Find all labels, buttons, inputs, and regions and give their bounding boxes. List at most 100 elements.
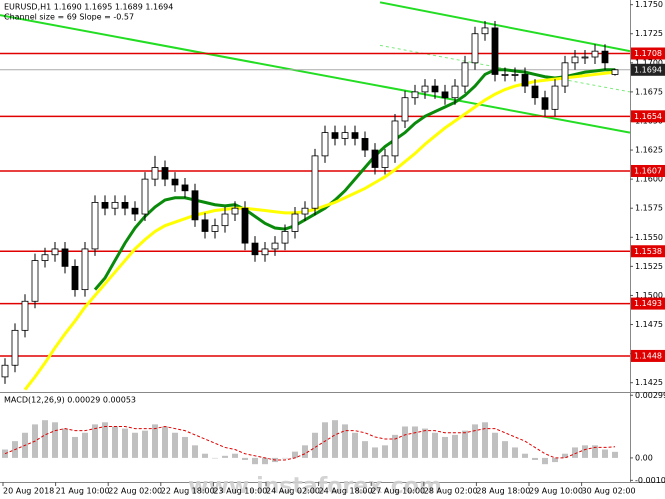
candle-body xyxy=(361,138,369,151)
candle-body xyxy=(51,248,59,256)
candle-body xyxy=(191,190,199,221)
macd-bar xyxy=(522,453,528,458)
macd-y-tick-label: 0.00 xyxy=(635,453,653,462)
macd-bar xyxy=(582,445,588,458)
macd-bar xyxy=(302,445,308,458)
y-tick-label: 1.1725 xyxy=(635,29,663,38)
macd-bar xyxy=(492,432,498,458)
x-tick-label: 22 Aug 02:00 xyxy=(108,487,162,496)
macd-bar xyxy=(332,420,338,458)
macd-bar xyxy=(532,457,538,460)
candle-body xyxy=(281,231,289,244)
level-label-box xyxy=(631,245,665,258)
macd-bar xyxy=(222,455,228,458)
macd-bar xyxy=(482,422,488,458)
moving-average xyxy=(93,68,615,291)
candle-body xyxy=(321,132,329,157)
level-label: 1.1538 xyxy=(634,247,662,256)
channel-line xyxy=(0,14,630,134)
candle-body xyxy=(261,248,269,256)
macd-y-tick-label: 0.00299 xyxy=(635,391,665,400)
candle-body xyxy=(431,85,439,93)
macd-bar xyxy=(552,457,558,463)
x-tick-label: 28 Aug 02:00 xyxy=(424,487,478,496)
level-label-box xyxy=(631,110,665,123)
candle-body xyxy=(441,91,449,99)
level-label: 1.1448 xyxy=(634,351,662,360)
y-tick-label: 1.1525 xyxy=(635,262,663,271)
candle-body xyxy=(481,27,489,35)
macd-bar xyxy=(322,422,328,458)
macd-signal xyxy=(4,425,616,461)
candle-body xyxy=(601,50,609,64)
candle-body xyxy=(341,132,349,139)
candle-body xyxy=(121,201,129,209)
candle-body xyxy=(491,27,499,75)
candle-body xyxy=(161,167,169,180)
candle-body xyxy=(211,225,219,232)
candle-body xyxy=(41,254,49,261)
candle-body xyxy=(521,74,529,87)
macd-bar xyxy=(362,441,368,458)
macd-bar xyxy=(442,436,448,458)
candle-body xyxy=(91,201,99,250)
current-price-label: 1.1694 xyxy=(634,65,662,74)
macd-bar xyxy=(502,441,508,458)
current-price-box xyxy=(631,63,665,76)
x-tick-label: 24 Aug 02:00 xyxy=(266,487,320,496)
candle-body xyxy=(311,155,319,209)
candle-body xyxy=(21,300,29,331)
candle-body xyxy=(111,201,119,209)
y-tick-label: 1.1575 xyxy=(635,204,663,213)
x-tick-label: 29 Aug 10:00 xyxy=(529,487,583,496)
x-tick-label: 28 Aug 18:00 xyxy=(476,487,530,496)
candle-body xyxy=(581,56,589,59)
candle-body xyxy=(471,33,479,64)
macd-bar xyxy=(192,445,198,458)
candle-body xyxy=(81,248,89,291)
candle-body xyxy=(511,74,519,76)
macd-bar xyxy=(242,457,248,460)
x-tick-label: 21 Aug 10:00 xyxy=(56,487,110,496)
candle-body xyxy=(541,97,549,110)
candle-body xyxy=(421,85,429,93)
y-tick-label: 1.1750 xyxy=(635,0,663,9)
candle-body xyxy=(561,62,569,87)
candle-body xyxy=(461,62,469,87)
candle-body xyxy=(101,201,109,209)
macd-bar xyxy=(142,430,148,458)
channel-line xyxy=(379,1,630,53)
macd-bar xyxy=(382,445,388,458)
candle-body xyxy=(231,207,239,215)
x-tick-label: 23 Aug 10:00 xyxy=(213,487,267,496)
candle-body xyxy=(151,167,159,180)
level-label: 1.1607 xyxy=(634,166,662,175)
watermark: www.instaforex.com xyxy=(188,474,442,499)
macd-bar xyxy=(112,426,118,458)
level-label-box xyxy=(631,47,665,60)
level-label-box xyxy=(631,349,665,362)
macd-title: MACD(12,26,9) 0.00029 0.00053 xyxy=(4,396,136,405)
candle-body xyxy=(331,132,339,139)
y-tick-label: 1.1550 xyxy=(635,233,663,242)
candle-body xyxy=(291,213,299,232)
y-tick-label: 1.1700 xyxy=(635,58,663,67)
level-label-box xyxy=(631,164,665,177)
candle-body xyxy=(351,132,359,139)
chart-subheader: Channel size = 69 Slope = -0.57 xyxy=(4,13,134,22)
plot-area xyxy=(0,1,630,391)
y-tick-label: 1.1500 xyxy=(635,291,663,300)
candle-body xyxy=(221,213,229,227)
chart-header: EURUSD,H1 1.1690 1.1695 1.1689 1.1694 xyxy=(4,3,173,12)
level-label: 1.1493 xyxy=(634,299,662,308)
macd-bar xyxy=(572,447,578,458)
y-tick-label: 1.1475 xyxy=(635,320,663,329)
macd-bar xyxy=(152,424,158,458)
level-label: 1.1654 xyxy=(634,112,662,121)
candle-body xyxy=(251,242,259,256)
candle-body xyxy=(301,207,309,215)
candle-body xyxy=(411,91,419,99)
macd-bar xyxy=(182,436,188,458)
macd-bar xyxy=(592,445,598,458)
